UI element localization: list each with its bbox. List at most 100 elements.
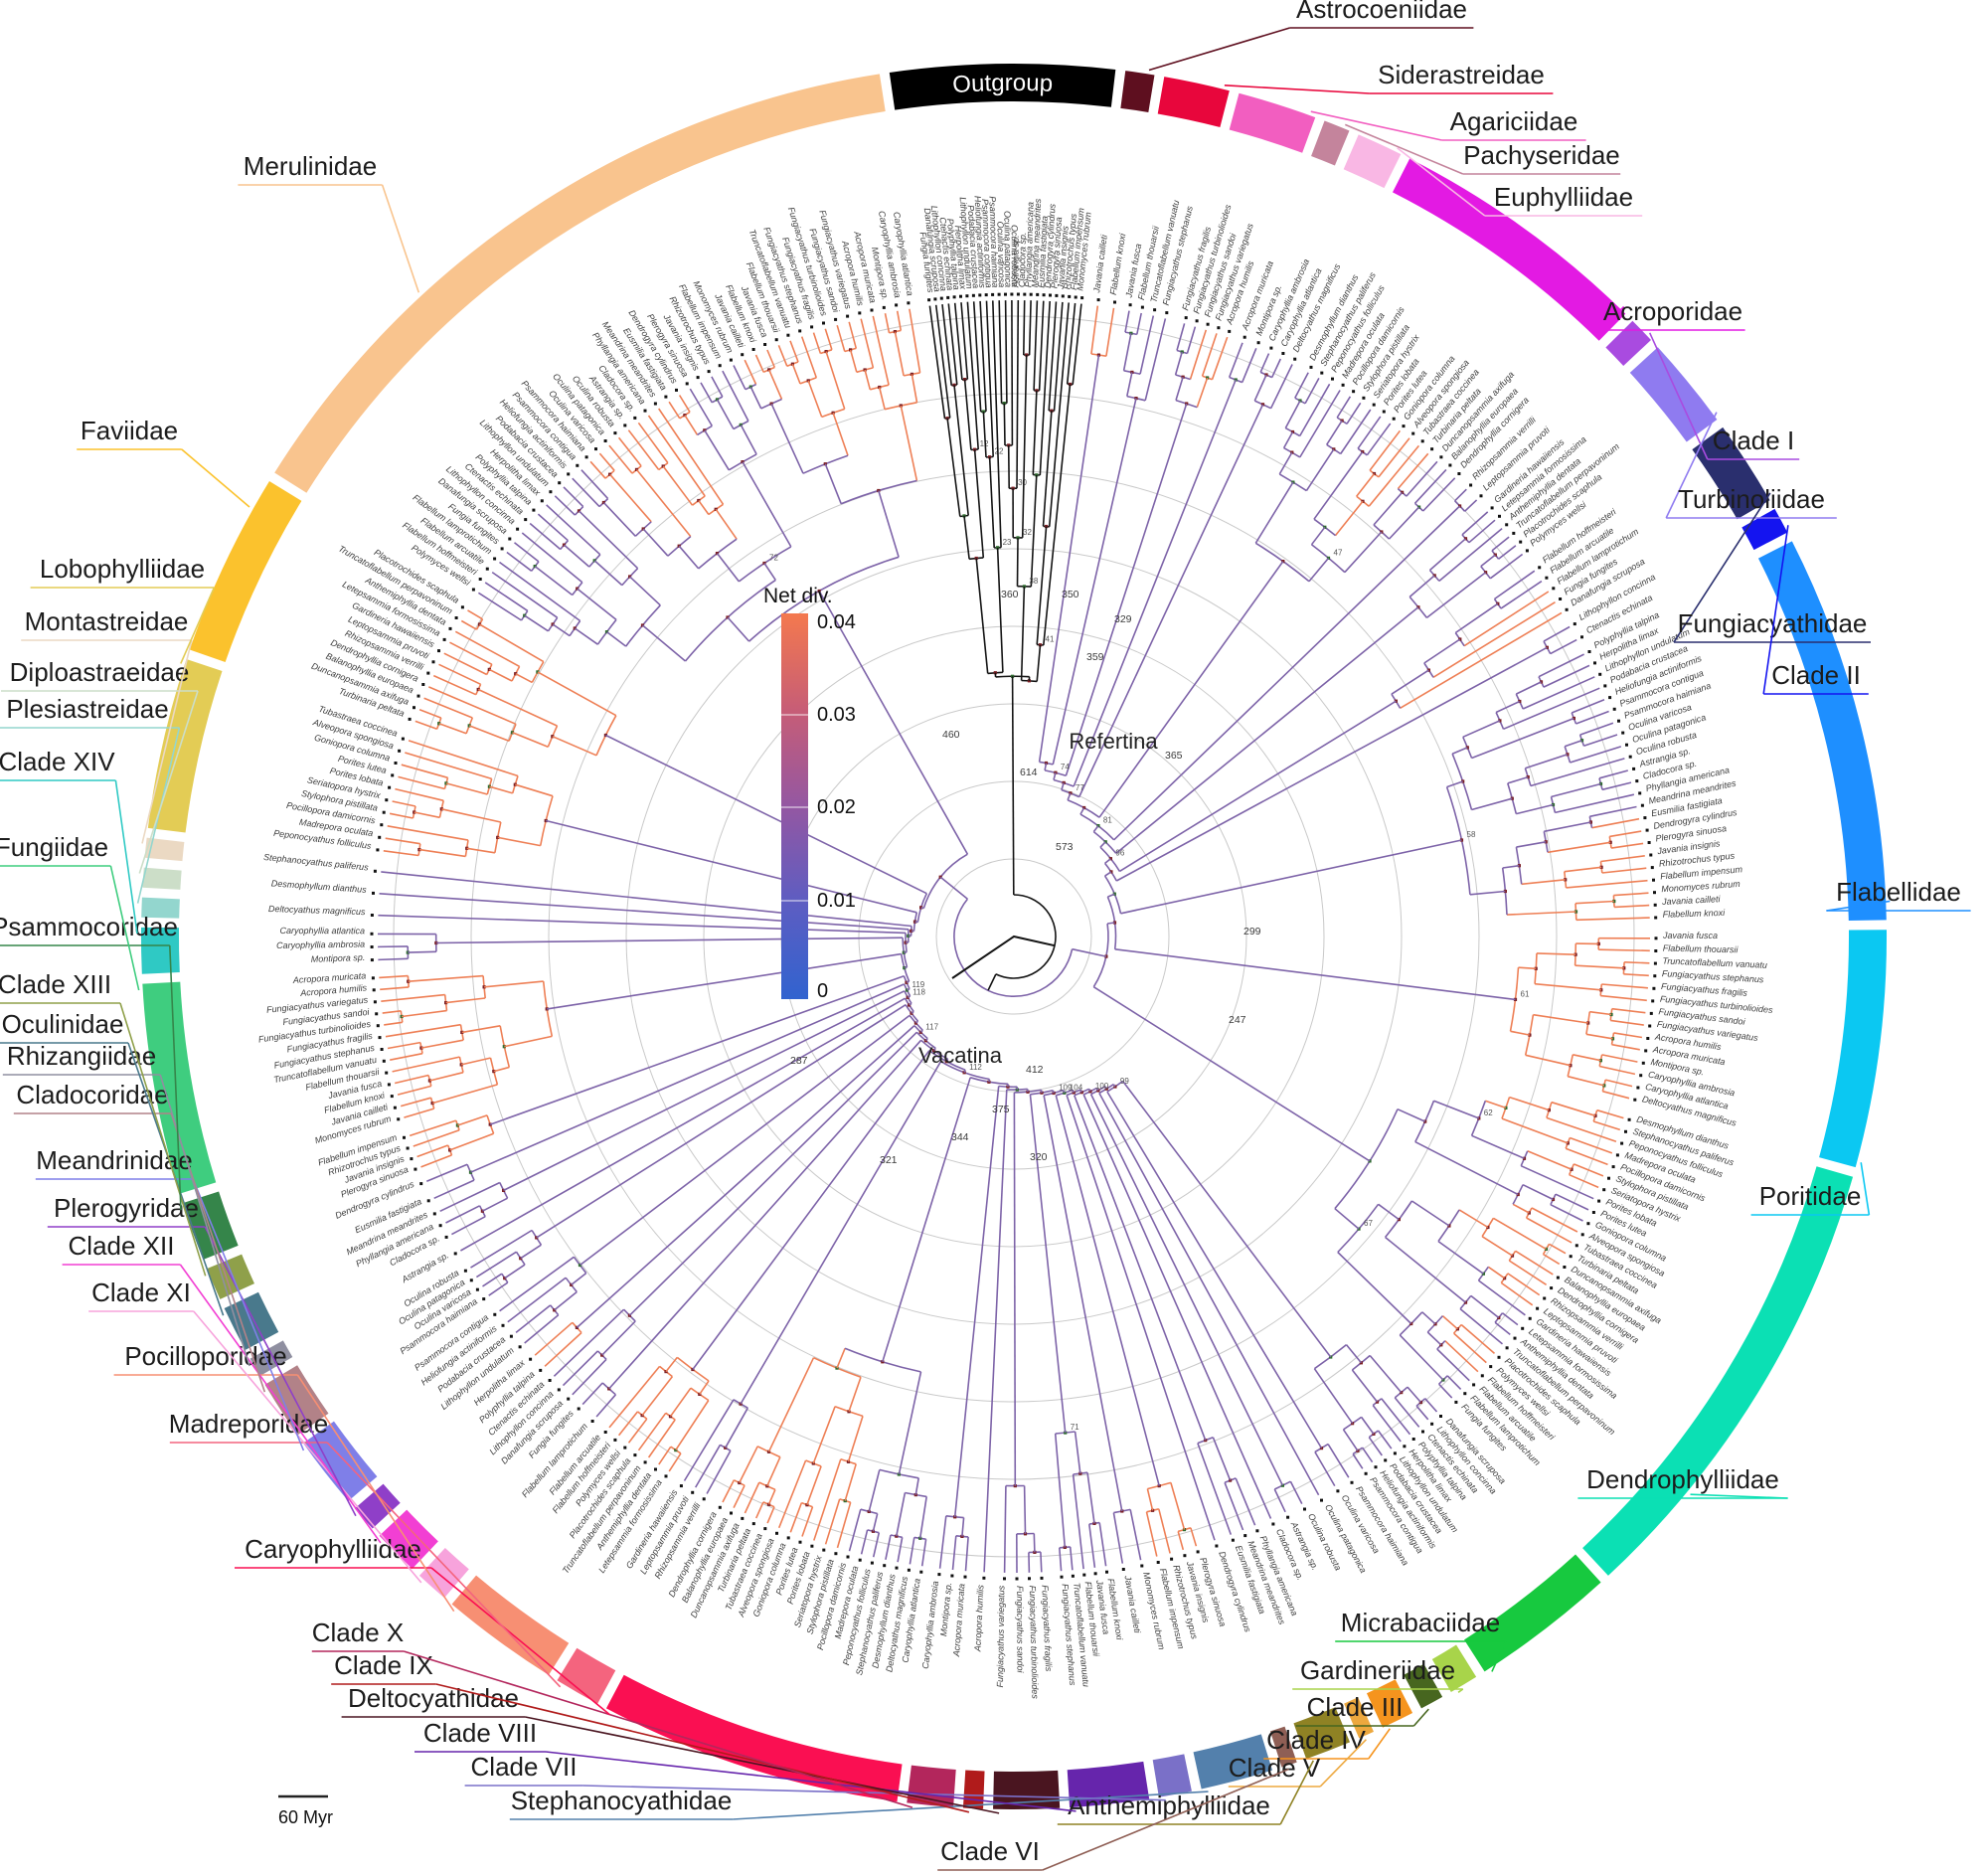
tip-marker: [623, 1446, 627, 1449]
branch-radial: [1007, 444, 1010, 489]
branch-radial: [1464, 499, 1478, 512]
branch-radial: [951, 1535, 957, 1571]
tip-marker: [1480, 1374, 1484, 1378]
branch-radial: [678, 395, 691, 413]
tip-marker: [664, 1474, 668, 1478]
branch-radial: [1305, 448, 1335, 492]
branch-radial: [1385, 1236, 1467, 1303]
branch-radial: [824, 1498, 841, 1545]
internal-node-marker: [487, 784, 491, 788]
branch-radial: [909, 1002, 912, 1006]
branch-radial: [911, 1010, 914, 1014]
branch-radial: [884, 313, 891, 333]
tip-marker: [1269, 346, 1273, 350]
tip-marker: [1489, 1365, 1493, 1369]
family-arc-pachyseridae: [1311, 120, 1350, 166]
branch-radial: [1043, 384, 1072, 646]
tip-marker: [707, 370, 711, 374]
internal-node-marker: [1394, 699, 1398, 703]
internal-node-marker: [1484, 571, 1488, 575]
branch-radial: [1043, 1095, 1123, 1512]
branch-radial: [1444, 1340, 1479, 1373]
node-number-320: 320: [1030, 1151, 1048, 1163]
branch-radial: [1516, 841, 1547, 848]
family-leader-fungiacyathidae: [1673, 492, 1771, 643]
branch-radial: [1074, 1431, 1081, 1474]
node-number-460: 460: [942, 729, 960, 741]
tip-marker: [937, 1573, 941, 1577]
branch-radial: [1555, 793, 1635, 814]
branch-radial: [1432, 601, 1556, 678]
branch-radial: [1624, 961, 1650, 964]
tip-marker: [1454, 1400, 1458, 1404]
branch-radial: [488, 1281, 509, 1296]
branch-radial: [512, 732, 549, 749]
tip-marker: [1521, 1326, 1525, 1330]
tip-marker: [965, 294, 969, 298]
internal-node-marker: [902, 950, 906, 954]
branch-radial: [1613, 1032, 1643, 1039]
tip-marker: [1625, 743, 1628, 747]
branch-radial: [489, 785, 513, 794]
internal-node-marker: [677, 544, 681, 548]
family-label-plesiastreidae: Plesiastreidae: [6, 694, 168, 724]
node-number-350: 350: [1062, 589, 1079, 600]
branch-radial: [1065, 403, 1188, 776]
tip-marker: [1093, 1572, 1097, 1576]
branch-radial: [966, 301, 979, 449]
branch-radial: [1334, 1208, 1360, 1230]
family-label-clade-iv: Clade IV: [1266, 1725, 1366, 1755]
internal-node-marker: [1016, 536, 1020, 540]
branch-radial: [524, 614, 549, 632]
branch-radial: [1087, 1088, 1091, 1093]
tip-marker: [408, 717, 412, 721]
branch-radial: [1273, 1488, 1286, 1513]
branch-radial: [1124, 310, 1130, 333]
branch-radial: [1525, 754, 1569, 769]
branch-radial: [429, 1071, 464, 1082]
branch-radial: [1611, 1007, 1646, 1014]
branch-radial: [571, 1272, 587, 1286]
tip-species-label: Montipora sp.: [938, 1582, 953, 1636]
tip-marker: [532, 508, 536, 512]
tip-marker: [1341, 383, 1345, 387]
branch-radial: [1211, 336, 1229, 380]
branch-radial: [484, 582, 529, 612]
tip-marker: [691, 1490, 695, 1494]
family-leader-rhizangiidae: [159, 1074, 250, 1367]
tip-species-label: Monomyces rubrum: [1661, 879, 1741, 894]
branch-radial: [1544, 821, 1591, 833]
tip-species-label: Eusmilia fastigiata: [1036, 216, 1049, 288]
branch-radial: [1036, 644, 1042, 682]
branch-radial: [1610, 842, 1644, 849]
tip-marker: [846, 314, 850, 318]
branch-radial: [461, 1057, 491, 1066]
internal-node-marker: [1517, 864, 1521, 868]
tip-marker: [1538, 566, 1542, 570]
branch-radial: [1073, 379, 1237, 787]
branch-radial: [1388, 506, 1420, 540]
family-label-psammocoridae: Psammocoridae: [0, 912, 178, 941]
family-leader-clade-viii: [545, 1751, 1077, 1812]
tip-marker: [1184, 316, 1188, 320]
branch-radial: [504, 1264, 526, 1279]
branch-radial: [401, 764, 448, 779]
branch-radial: [668, 1452, 682, 1472]
internal-node-number: 32: [1023, 528, 1032, 537]
branch-radial: [416, 1144, 448, 1158]
scale-bar-label: 60 Myr: [278, 1807, 333, 1827]
branch-radial: [1146, 1488, 1154, 1511]
branch-radial: [418, 848, 466, 858]
tip-marker: [1472, 1383, 1476, 1387]
branch-radial: [379, 893, 910, 931]
tip-marker: [1513, 1336, 1517, 1340]
branch-radial: [900, 405, 918, 481]
branch-radial: [836, 1347, 846, 1369]
family-arc-fungiacyathidae: [1692, 426, 1770, 520]
branch-radial: [907, 995, 911, 998]
family-label-clade-vii: Clade VII: [471, 1752, 578, 1782]
tip-marker: [370, 932, 374, 936]
branch-radial: [1507, 1273, 1541, 1296]
branch-radial: [1571, 699, 1605, 714]
branch-radial: [439, 1181, 501, 1213]
